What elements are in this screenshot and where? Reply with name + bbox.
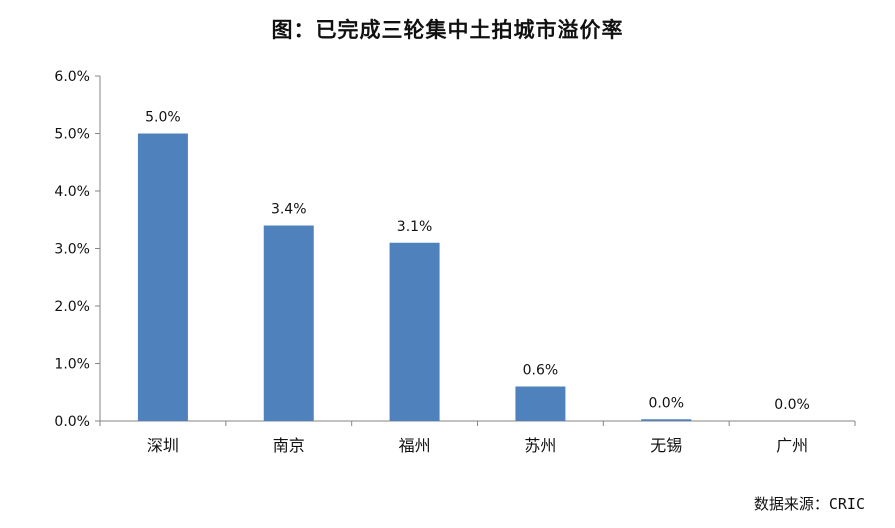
x-tick-label: 广州 [776,436,808,455]
x-tick-label: 无锡 [650,436,682,455]
data-label: 3.1% [397,219,433,235]
bar-5 [641,419,692,421]
y-tick-label: 4.0% [54,184,90,200]
data-label: 3.4% [271,202,307,218]
x-axis: 深圳 南京 福州 苏州 无锡 广州 [99,420,856,455]
x-tick-label: 苏州 [524,436,556,455]
x-tick-label: 福州 [399,436,431,455]
y-tick-label: 1.0% [54,357,90,373]
bar-3 [389,242,440,421]
y-tick-label: 6.0% [54,69,90,85]
data-label: 5.0% [145,110,181,126]
y-tick-label: 2.0% [54,299,90,315]
x-tick-label: 南京 [273,436,305,455]
data-label: 0.0% [774,397,810,413]
bar-4 [515,386,566,421]
x-tick-label: 深圳 [147,436,179,455]
chart-title: 图：已完成三轮集中土拍城市溢价率 [271,18,624,42]
bar-2 [263,225,314,421]
data-labels: 5.0% 3.4% 3.1% 0.6% 0.0% 0.0% [145,110,810,414]
data-label: 0.0% [648,395,684,411]
data-label: 0.6% [523,363,559,379]
y-tick-label: 3.0% [54,242,90,258]
bar-1 [137,133,188,421]
source-note: 数据来源：CRIC [753,495,865,513]
y-tick-label: 5.0% [54,127,90,143]
bars [137,133,692,421]
y-axis: 0.0% 1.0% 2.0% 3.0% 4.0% 5.0% 6.0% [54,69,101,430]
y-tick-label: 0.0% [54,414,90,430]
